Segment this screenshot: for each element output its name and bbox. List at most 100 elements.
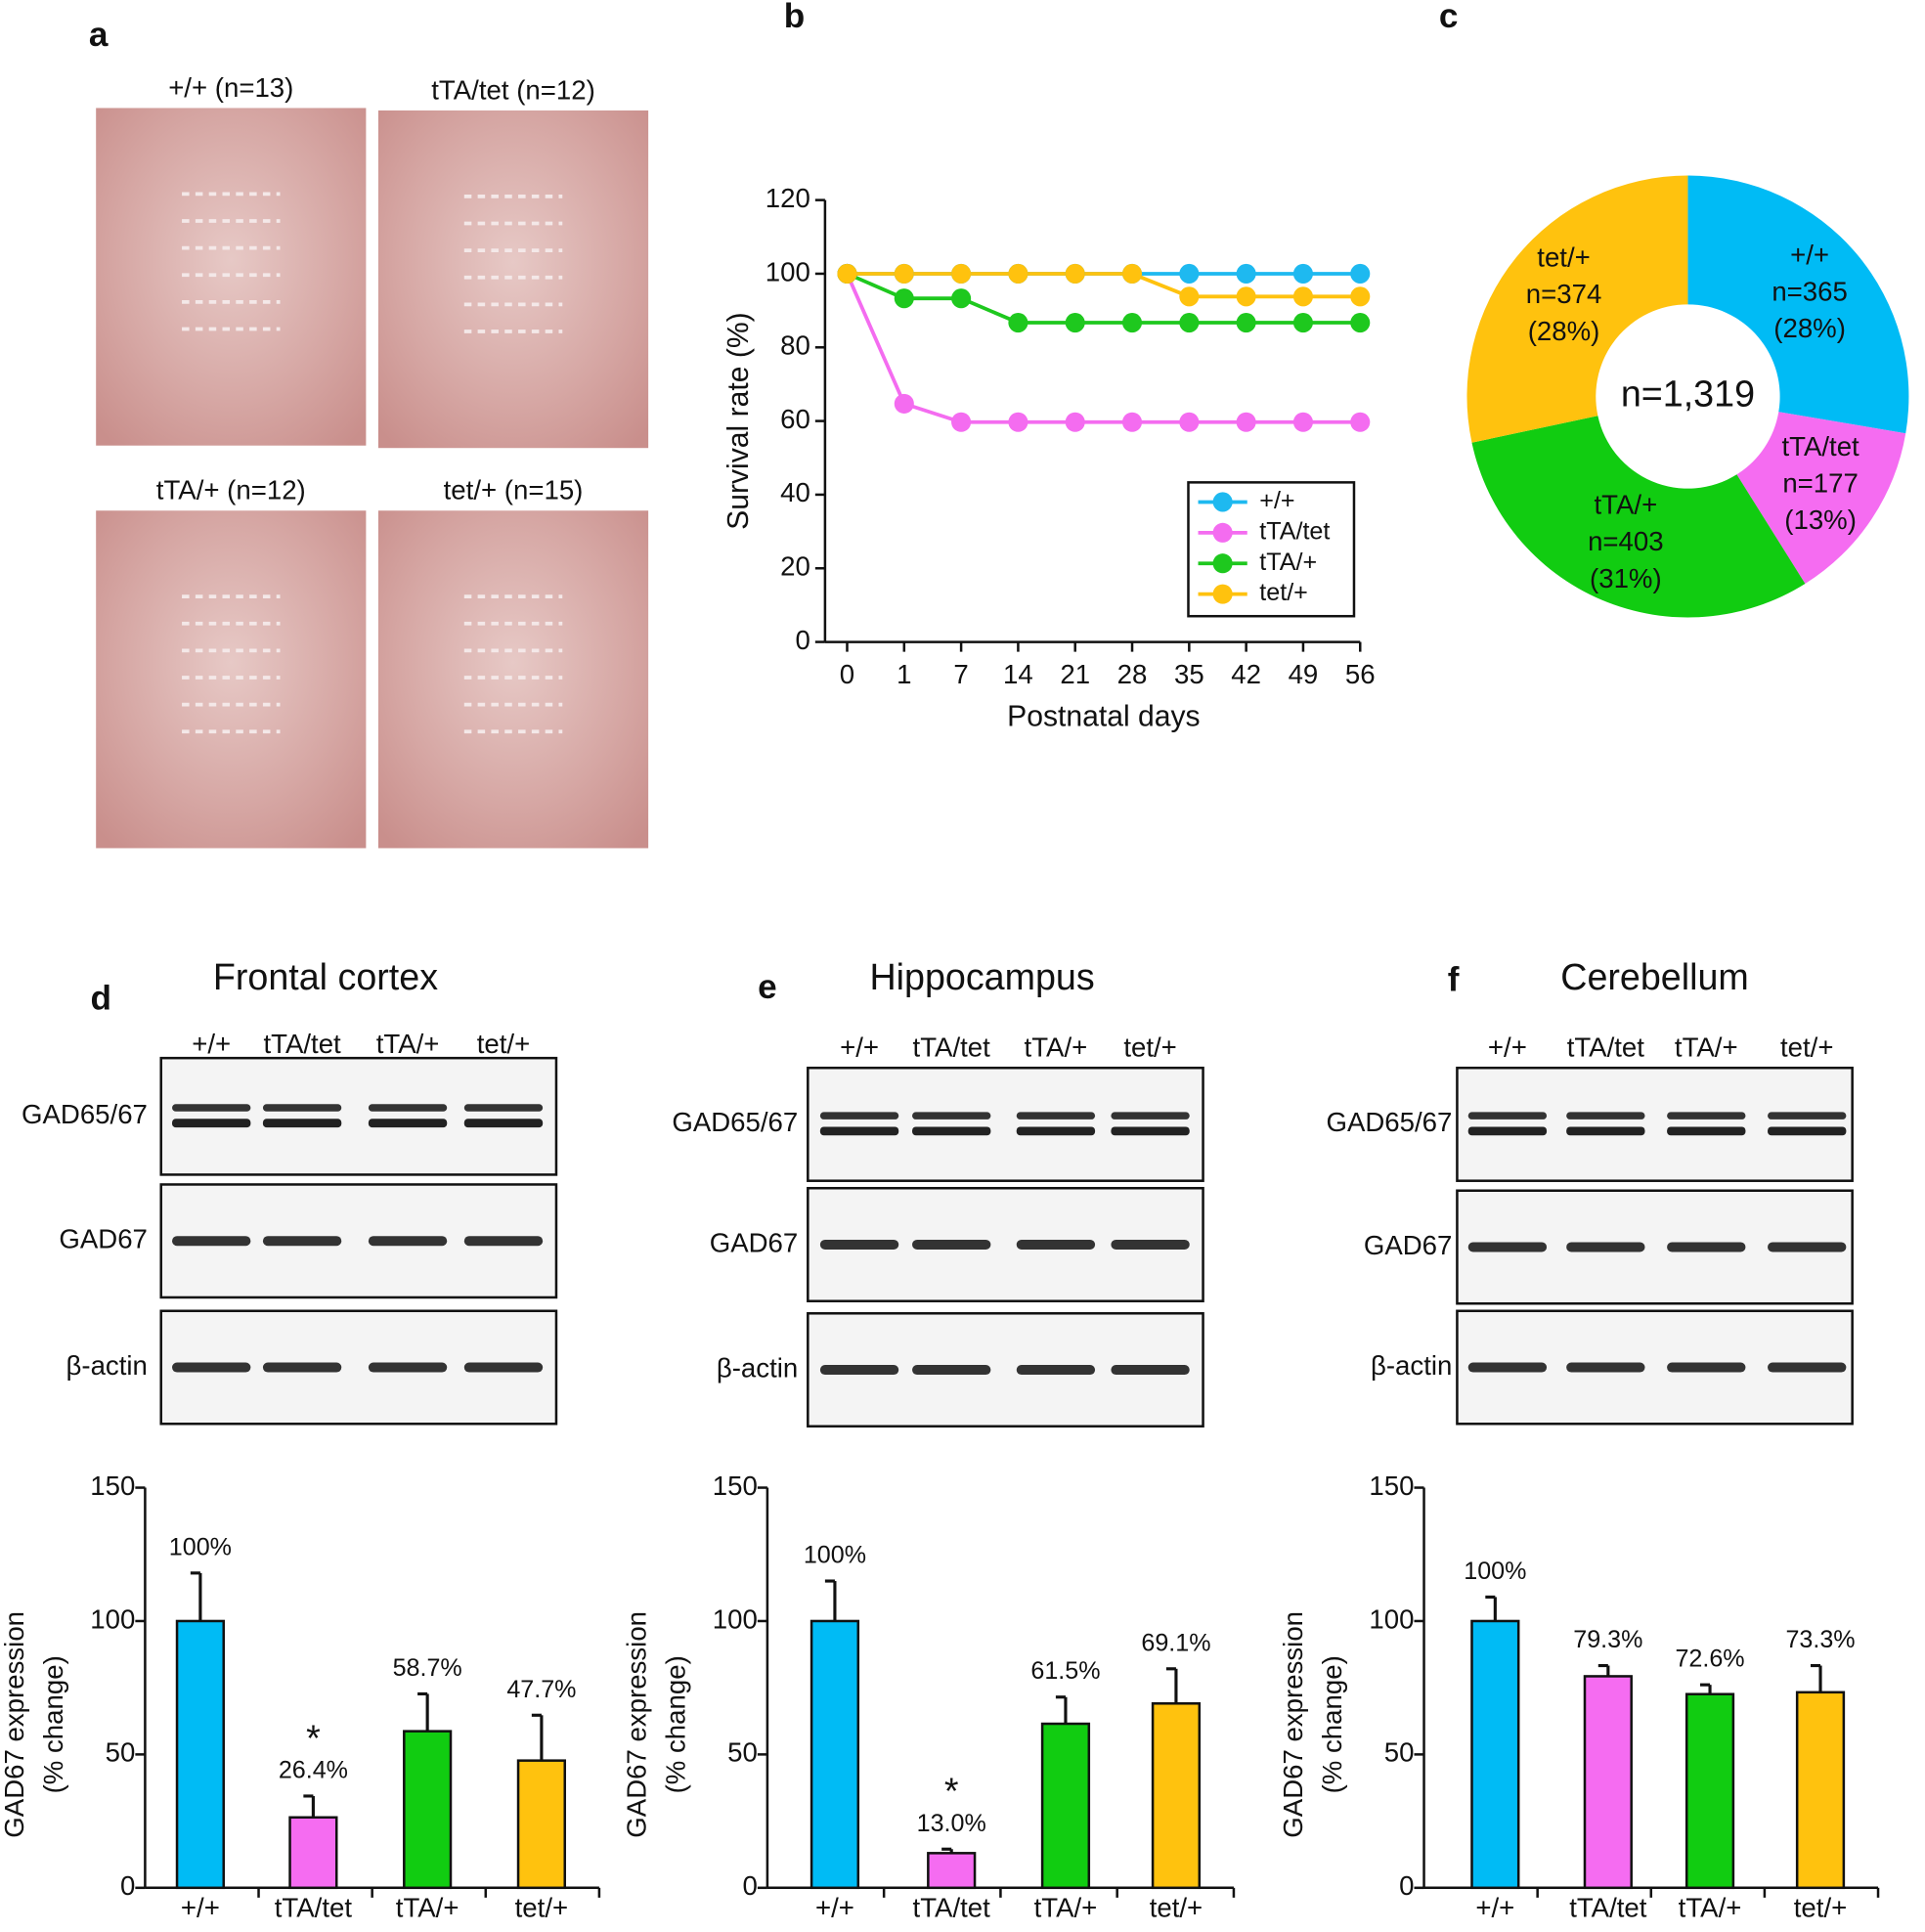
legend-marker	[1212, 584, 1233, 604]
value-label: 61.5%	[1030, 1657, 1100, 1685]
slice-percent: (13%)	[1784, 505, 1857, 535]
y-tick-label: 150	[90, 1471, 135, 1501]
y-tick-label: 40	[780, 477, 810, 507]
x-tick-label: tTA/+	[396, 1893, 459, 1923]
blot-frame	[807, 1066, 1204, 1182]
y-tick-label: 100	[90, 1603, 135, 1634]
x-tick-label: +/+	[1475, 1893, 1514, 1923]
legend-marker	[1212, 553, 1233, 574]
y-axis-label: Survival rate (%)	[722, 312, 755, 530]
band	[262, 1236, 342, 1247]
band	[912, 1126, 991, 1136]
blot-frame	[1456, 1066, 1854, 1182]
point	[1008, 412, 1028, 432]
bar	[403, 1730, 453, 1890]
bar	[1583, 1675, 1633, 1890]
point	[1292, 412, 1313, 432]
center-label: n=1,319	[1621, 373, 1755, 414]
band	[368, 1362, 448, 1373]
x-tick-label: 7	[953, 659, 968, 689]
point	[951, 263, 972, 284]
band	[463, 1119, 544, 1128]
bar	[1040, 1722, 1091, 1890]
point	[1292, 263, 1313, 284]
panel-label: a	[89, 16, 109, 54]
band	[1566, 1242, 1645, 1252]
point	[1350, 286, 1371, 307]
x-tick-label: 1	[897, 659, 911, 689]
blot-row-label: GAD65/67	[1326, 1107, 1452, 1137]
band	[819, 1126, 899, 1136]
bar	[516, 1759, 567, 1890]
slice-percent: (28%)	[1528, 316, 1600, 346]
band	[819, 1112, 899, 1120]
value-label: 58.7%	[393, 1654, 462, 1682]
y-tick-label: 100	[1369, 1603, 1414, 1634]
value-label: 69.1%	[1141, 1629, 1210, 1656]
band	[1768, 1112, 1847, 1120]
lane-label: tTA/+	[1025, 1032, 1088, 1063]
y-tick-label: 100	[713, 1603, 758, 1634]
bar	[1151, 1702, 1202, 1890]
y-tick-label: 0	[1399, 1870, 1414, 1901]
band	[912, 1112, 991, 1120]
point	[951, 288, 972, 309]
blot-title: Cerebellum	[1560, 956, 1749, 997]
donut-slice	[1687, 175, 1909, 434]
point	[1008, 263, 1028, 284]
donut-slice	[1736, 412, 1906, 584]
point	[1179, 412, 1200, 432]
point	[1179, 286, 1200, 307]
photo-caption: tet/+ (n=15)	[444, 475, 584, 505]
point	[1350, 412, 1371, 432]
blot-row-label: β-actin	[717, 1352, 798, 1383]
slice-name: +/+	[1790, 240, 1829, 270]
x-tick-label: +/+	[181, 1893, 220, 1923]
band	[172, 1362, 251, 1373]
y-tick-label: 50	[106, 1737, 136, 1768]
x-tick-label: tTA/+	[1034, 1893, 1098, 1923]
y-axis-label: (% change)	[38, 1655, 68, 1793]
bar	[1795, 1690, 1846, 1890]
bar	[175, 1619, 226, 1890]
band	[1111, 1365, 1190, 1376]
band	[1667, 1242, 1746, 1252]
point	[1236, 286, 1256, 307]
panel-label: e	[758, 968, 777, 1006]
value-label: 100%	[804, 1542, 866, 1569]
series-line	[845, 273, 1361, 424]
legend-label: tet/+	[1259, 579, 1308, 606]
band	[262, 1119, 342, 1128]
x-tick-label: tet/+	[515, 1893, 569, 1923]
band	[912, 1365, 991, 1376]
legend-label: tTA/+	[1259, 549, 1317, 576]
lane-label: +/+	[1488, 1032, 1527, 1063]
x-tick-label: 35	[1174, 659, 1204, 689]
lane-label: tet/+	[1123, 1032, 1177, 1063]
band	[172, 1119, 251, 1128]
lane-label: +/+	[840, 1032, 879, 1063]
band	[463, 1362, 544, 1373]
photo	[377, 510, 649, 849]
band	[1467, 1362, 1548, 1373]
band	[1016, 1112, 1096, 1120]
band	[1016, 1365, 1096, 1376]
y-tick-label: 150	[713, 1471, 758, 1501]
bar	[927, 1852, 977, 1890]
band	[1566, 1112, 1645, 1120]
y-axis-label: GAD67 expression	[1278, 1611, 1308, 1838]
x-tick-label: 0	[840, 659, 854, 689]
y-tick-label: 120	[766, 183, 810, 213]
donut-slice	[1466, 175, 1688, 443]
y-tick-label: 0	[795, 625, 809, 655]
series-line	[846, 272, 1361, 325]
slice-count: n=177	[1782, 468, 1859, 499]
bar	[288, 1816, 338, 1890]
photo-caption: tTA/+ (n=12)	[156, 475, 306, 505]
point	[1065, 412, 1085, 432]
band	[1016, 1126, 1096, 1136]
significance: *	[306, 1717, 321, 1758]
band	[1768, 1362, 1847, 1373]
band	[368, 1119, 448, 1128]
